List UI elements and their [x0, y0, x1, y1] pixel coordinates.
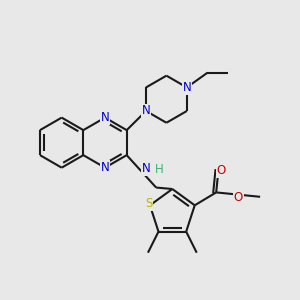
- Text: N: N: [100, 161, 109, 174]
- Text: H: H: [155, 164, 164, 176]
- Text: O: O: [217, 164, 226, 177]
- Text: O: O: [233, 191, 243, 204]
- Text: S: S: [145, 197, 152, 210]
- Text: N: N: [100, 111, 109, 124]
- Text: N: N: [142, 162, 150, 175]
- Text: N: N: [142, 104, 150, 118]
- Text: N: N: [182, 81, 191, 94]
